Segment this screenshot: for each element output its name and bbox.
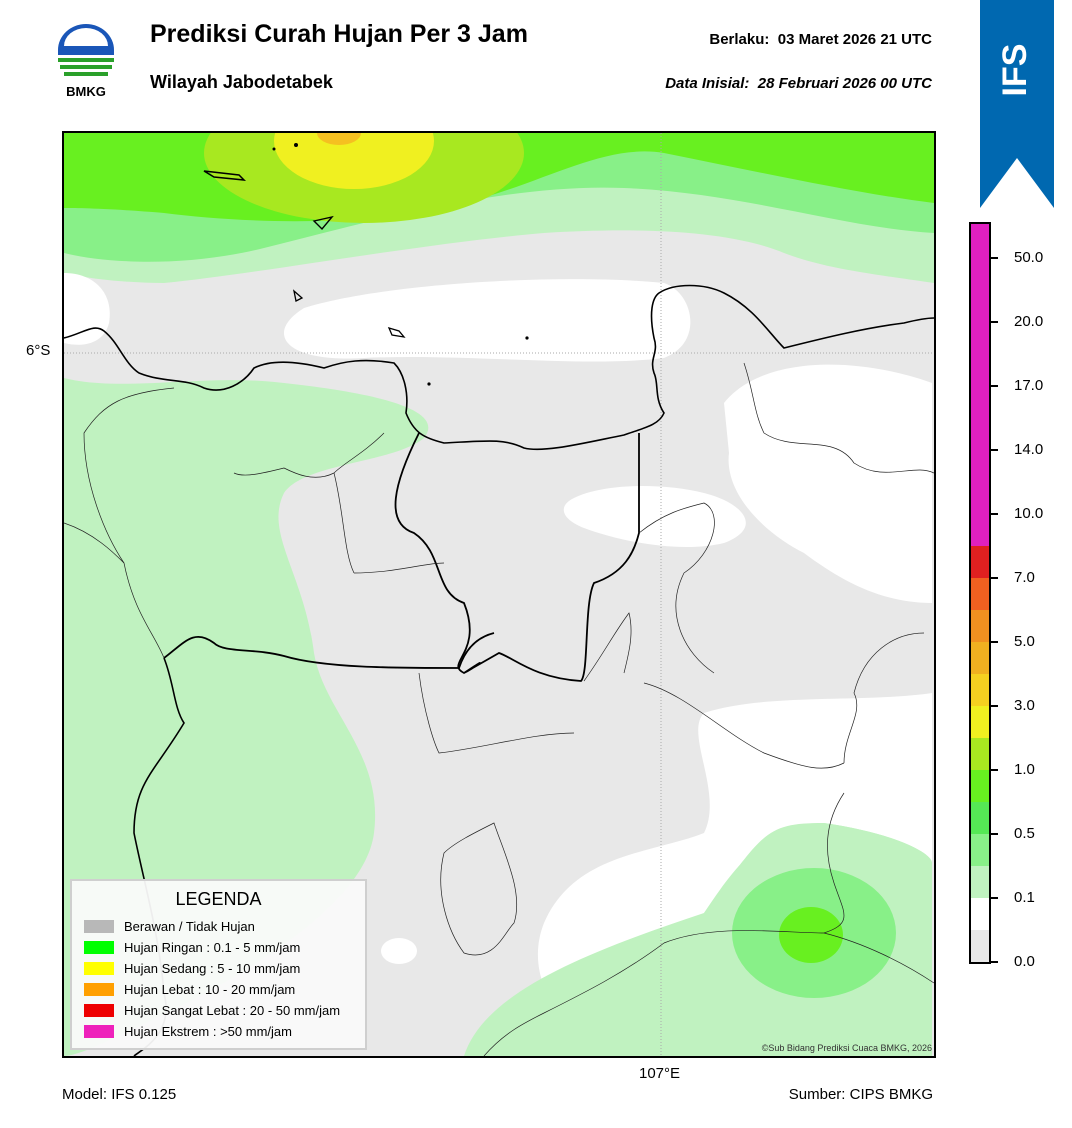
legend-label: Hujan Sedang : 5 - 10 mm/jam bbox=[124, 960, 301, 976]
colorbar-segment bbox=[971, 834, 989, 866]
colorbar-tick bbox=[991, 385, 998, 387]
colorbar-segment bbox=[971, 578, 989, 610]
colorbar-segment bbox=[971, 866, 989, 898]
legend-label: Berawan / Tidak Hujan bbox=[124, 918, 255, 934]
legend-label: Hujan Lebat : 10 - 20 mm/jam bbox=[124, 981, 296, 997]
valid-value: 03 Maret 2026 21 UTC bbox=[777, 31, 932, 48]
colorbar-tick bbox=[991, 705, 998, 707]
source-label: Sumber: CIPS BMKG bbox=[788, 1086, 933, 1103]
island bbox=[387, 326, 406, 338]
page-title: Prediksi Curah Hujan Per 3 Jam bbox=[150, 20, 528, 48]
colorbar-segment bbox=[971, 674, 989, 706]
colorbar-segment bbox=[971, 738, 989, 770]
colorbar-tick bbox=[991, 769, 998, 771]
valid-label: Berlaku: bbox=[709, 31, 770, 48]
rain-zone-trace bbox=[724, 364, 932, 603]
colorbar-label: 7.0 bbox=[1014, 569, 1035, 586]
legend-item: Berawan / Tidak Hujan bbox=[84, 917, 255, 935]
legend-title: LEGENDA bbox=[175, 889, 262, 909]
legend-swatch bbox=[84, 1003, 114, 1017]
rain-zone-orange bbox=[317, 133, 361, 145]
init-label: Data Inisial: bbox=[665, 75, 750, 92]
colorbar-tick bbox=[991, 577, 998, 579]
colorbar-tick bbox=[991, 897, 998, 899]
colorbar-label: 5.0 bbox=[1014, 633, 1035, 650]
legend-swatch bbox=[84, 1024, 114, 1038]
colorbar-tick bbox=[991, 641, 998, 643]
colorbar-segment bbox=[971, 770, 989, 802]
legend-label: Hujan Ekstrem : >50 mm/jam bbox=[124, 1023, 292, 1039]
rain-zone-green bbox=[779, 907, 843, 963]
colorbar-segment bbox=[971, 802, 989, 834]
longitude-label: 107°E bbox=[639, 1065, 681, 1082]
colorbar-segment bbox=[971, 610, 989, 642]
rain-zone-trace bbox=[64, 273, 110, 345]
legend-item: Hujan Sedang : 5 - 10 mm/jam bbox=[84, 959, 300, 977]
bmkg-logo-icon bbox=[50, 20, 122, 102]
island bbox=[272, 147, 276, 151]
colorbar-tick bbox=[991, 449, 998, 451]
latitude-label: 6°S bbox=[26, 342, 51, 359]
colorbar-tick bbox=[991, 833, 998, 835]
ifs-badge: IFS bbox=[980, 0, 1054, 210]
colorbar-tick bbox=[991, 257, 998, 259]
coastline bbox=[64, 284, 934, 451]
legend-label: Hujan Sangat Lebat : 20 - 50 mm/jam bbox=[124, 1002, 341, 1018]
legend: LEGENDA Berawan / Tidak Hujan Hujan Ringan… bbox=[70, 879, 367, 1050]
legend-item: Hujan Lebat : 10 - 20 mm/jam bbox=[84, 980, 295, 998]
colorbar-segment bbox=[971, 930, 989, 962]
legend-swatch bbox=[84, 961, 114, 975]
island bbox=[427, 382, 431, 386]
colorbar-segment bbox=[971, 898, 989, 930]
colorbar-label: 17.0 bbox=[1014, 377, 1044, 394]
colorbar-label: 10.0 bbox=[1014, 505, 1044, 522]
colorbar-label: 3.0 bbox=[1014, 697, 1035, 714]
init-time: Data Inisial: 28 Februari 2026 00 UTC bbox=[665, 75, 932, 92]
district-boundaries bbox=[64, 362, 934, 1056]
page-subtitle: Wilayah Jabodetabek bbox=[150, 72, 333, 92]
valid-time: Berlaku: 03 Maret 2026 21 UTC bbox=[709, 31, 932, 48]
colorbar-tick bbox=[991, 513, 998, 515]
colorbar-label: 50.0 bbox=[1014, 249, 1044, 266]
colorbar-label: 1.0 bbox=[1014, 761, 1035, 778]
colorbar-segment bbox=[971, 642, 989, 674]
rain-zone-trace bbox=[381, 938, 417, 964]
rain-zone-trace bbox=[284, 279, 691, 362]
island bbox=[312, 215, 334, 231]
logo-text: BMKG bbox=[66, 84, 106, 99]
colorbar-segment bbox=[971, 706, 989, 738]
colorbar bbox=[969, 222, 991, 964]
legend-item: Hujan Ringan : 0.1 - 5 mm/jam bbox=[84, 938, 300, 956]
legend-swatch bbox=[84, 982, 114, 996]
province-boundary bbox=[394, 432, 640, 682]
map-credit: ©Sub Bidang Prediksi Cuaca BMKG, 2026 bbox=[761, 1043, 932, 1053]
legend-swatch bbox=[84, 940, 114, 954]
colorbar-label: 14.0 bbox=[1014, 441, 1044, 458]
island bbox=[294, 143, 298, 147]
legend-swatch bbox=[84, 919, 114, 933]
rain-zone-yellow bbox=[274, 133, 434, 189]
colorbar-label: 20.0 bbox=[1014, 313, 1044, 330]
island bbox=[292, 289, 304, 302]
legend-label: Hujan Ringan : 0.1 - 5 mm/jam bbox=[124, 939, 301, 955]
colorbar-segment bbox=[971, 546, 989, 578]
island bbox=[525, 336, 529, 340]
island bbox=[203, 170, 247, 181]
colorbar-label: 0.1 bbox=[1014, 889, 1035, 906]
model-label: Model: IFS 0.125 bbox=[62, 1086, 177, 1103]
init-value: 28 Februari 2026 00 UTC bbox=[757, 75, 932, 92]
colorbar-label: 0.0 bbox=[1014, 953, 1035, 970]
province-boundary bbox=[163, 632, 495, 669]
colorbar-segment bbox=[971, 224, 989, 546]
legend-item: Hujan Sangat Lebat : 20 - 50 mm/jam bbox=[84, 1001, 340, 1019]
rain-zone-trace bbox=[563, 486, 746, 548]
colorbar-tick bbox=[991, 321, 998, 323]
colorbar-tick bbox=[991, 961, 998, 963]
rainfall-map: LEGENDA Berawan / Tidak Hujan Hujan Ringan… bbox=[62, 131, 936, 1058]
ifs-text: IFS bbox=[996, 44, 1034, 97]
colorbar-label: 0.5 bbox=[1014, 825, 1035, 842]
legend-item: Hujan Ekstrem : >50 mm/jam bbox=[84, 1022, 292, 1040]
